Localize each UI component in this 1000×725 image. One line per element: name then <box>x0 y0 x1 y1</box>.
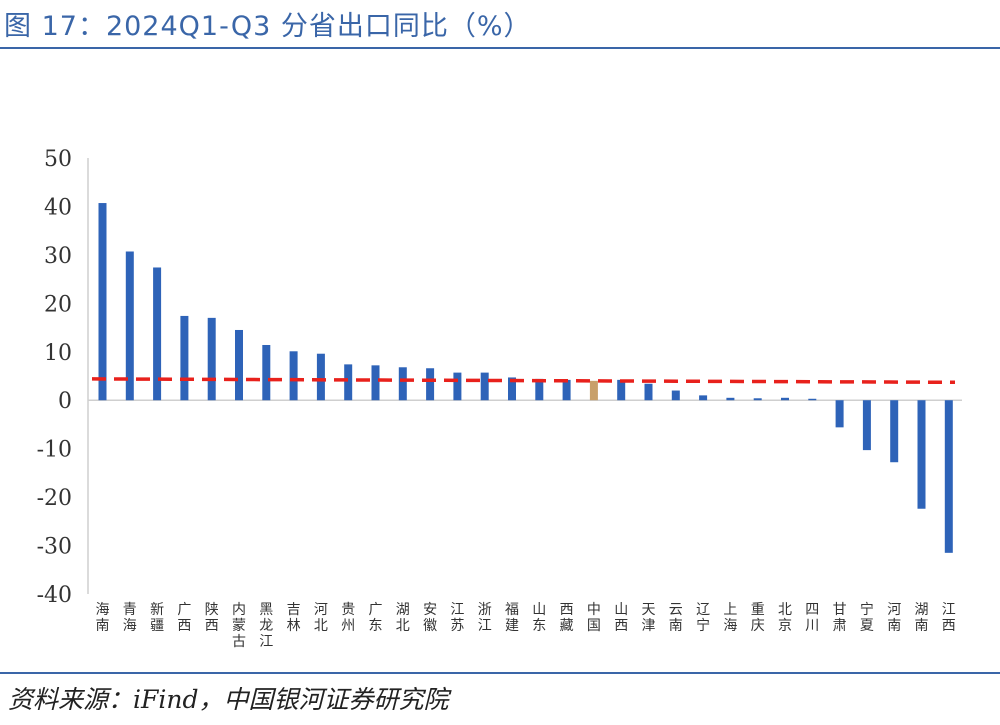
bar-北京 <box>781 397 789 401</box>
y-tick-label: 50 <box>44 147 72 172</box>
x-tick-label: 吉林 <box>287 602 301 634</box>
bar-chart: 50 40 30 20 10 0 -10 -20 -30 -40 海南青海新疆广西陕西内蒙古黑龙江… <box>37 147 962 650</box>
y-tick-label: 20 <box>44 292 72 317</box>
y-tick-label: -40 <box>37 583 72 608</box>
x-tick-label: 内蒙古 <box>232 602 246 650</box>
bar-山西 <box>617 379 626 401</box>
x-tick-label: 广西 <box>177 602 191 634</box>
x-tick-label: 河南 <box>887 602 901 634</box>
average-reference-line <box>91 377 956 385</box>
bar-宁夏 <box>862 400 871 451</box>
bar-湖北 <box>398 367 407 401</box>
bar-四川 <box>808 398 817 401</box>
bar-吉林 <box>289 351 298 401</box>
y-tick-label: 40 <box>44 195 72 220</box>
x-tick-label: 甘肃 <box>833 602 847 634</box>
bar-黑龙江 <box>262 344 271 401</box>
y-axis: 50 40 30 20 10 0 -10 -20 -30 -40 <box>37 147 962 608</box>
x-tick-label: 西藏 <box>560 602 574 634</box>
x-tick-label: 新疆 <box>150 602 164 634</box>
x-tick-label: 山东 <box>532 602 546 634</box>
x-tick-label: 中国 <box>587 602 601 634</box>
bar-贵州 <box>344 364 353 401</box>
x-tick-label: 江苏 <box>450 602 464 634</box>
bar-甘肃 <box>835 400 844 428</box>
x-tick-label: 江西 <box>942 602 956 634</box>
x-tick-label: 云南 <box>669 602 683 634</box>
bar-河北 <box>316 353 325 401</box>
y-tick-label: 30 <box>44 244 72 269</box>
x-tick-label: 海南 <box>96 602 110 634</box>
x-tick-label: 广东 <box>369 602 383 634</box>
bar-新疆 <box>153 267 162 401</box>
bar-江西 <box>944 400 953 553</box>
x-tick-label: 贵州 <box>341 602 355 634</box>
reference-line-group <box>91 377 956 385</box>
bar-重庆 <box>753 398 762 401</box>
x-tick-label: 北京 <box>778 602 792 634</box>
bar-上海 <box>726 397 735 401</box>
bar-陕西 <box>207 317 216 401</box>
y-tick-label: 10 <box>44 341 72 366</box>
x-tick-label: 天津 <box>642 602 656 634</box>
bar-西藏 <box>562 379 571 401</box>
x-tick-label: 福建 <box>505 602 519 634</box>
bar-山东 <box>535 378 544 401</box>
source-note: 资料来源：iFind，中国银河证券研究院 <box>8 685 449 714</box>
x-tick-label: 浙江 <box>478 602 492 634</box>
x-tick-label: 上海 <box>723 602 737 634</box>
bar-辽宁 <box>699 395 708 401</box>
bar-中国 <box>589 380 598 401</box>
x-tick-label: 湖北 <box>396 602 410 634</box>
x-tick-label: 安徽 <box>423 602 437 634</box>
x-tick-label: 四川 <box>805 602 819 634</box>
x-tick-label: 河北 <box>314 602 328 634</box>
bar-云南 <box>671 390 680 401</box>
bar-广东 <box>371 365 380 401</box>
x-tick-label: 辽宁 <box>696 602 710 634</box>
chart-title: 图 17：2024Q1-Q3 分省出口同比（%） <box>4 11 532 42</box>
bar-安徽 <box>426 368 435 401</box>
title-divider <box>0 47 1000 49</box>
bar-青海 <box>125 251 134 401</box>
x-tick-label: 重庆 <box>751 602 765 634</box>
x-tick-label: 陕西 <box>205 602 219 634</box>
x-tick-label: 黑龙江 <box>259 602 273 650</box>
bars-group <box>98 203 953 553</box>
bar-河南 <box>890 400 899 463</box>
bar-内蒙古 <box>235 329 243 401</box>
bar-浙江 <box>480 372 489 401</box>
bar-海南 <box>98 203 107 401</box>
bar-湖南 <box>917 400 926 509</box>
bar-广西 <box>180 315 189 401</box>
bar-福建 <box>508 377 516 401</box>
x-tick-label: 湖南 <box>915 602 929 634</box>
y-tick-label: 0 <box>58 389 72 414</box>
x-tick-label: 宁夏 <box>860 601 874 634</box>
bar-江苏 <box>453 372 462 401</box>
y-tick-label: -20 <box>37 486 72 511</box>
source-divider <box>0 672 1000 674</box>
x-tick-label: 山西 <box>614 602 628 634</box>
x-tick-label: 青海 <box>123 602 137 634</box>
x-axis-labels: 海南青海新疆广西陕西内蒙古黑龙江吉林河北贵州广东湖北安徽江苏浙江福建山东西藏中国… <box>96 601 956 650</box>
y-tick-label: -10 <box>37 438 72 463</box>
bar-天津 <box>644 383 653 401</box>
y-tick-label: -30 <box>37 535 72 560</box>
